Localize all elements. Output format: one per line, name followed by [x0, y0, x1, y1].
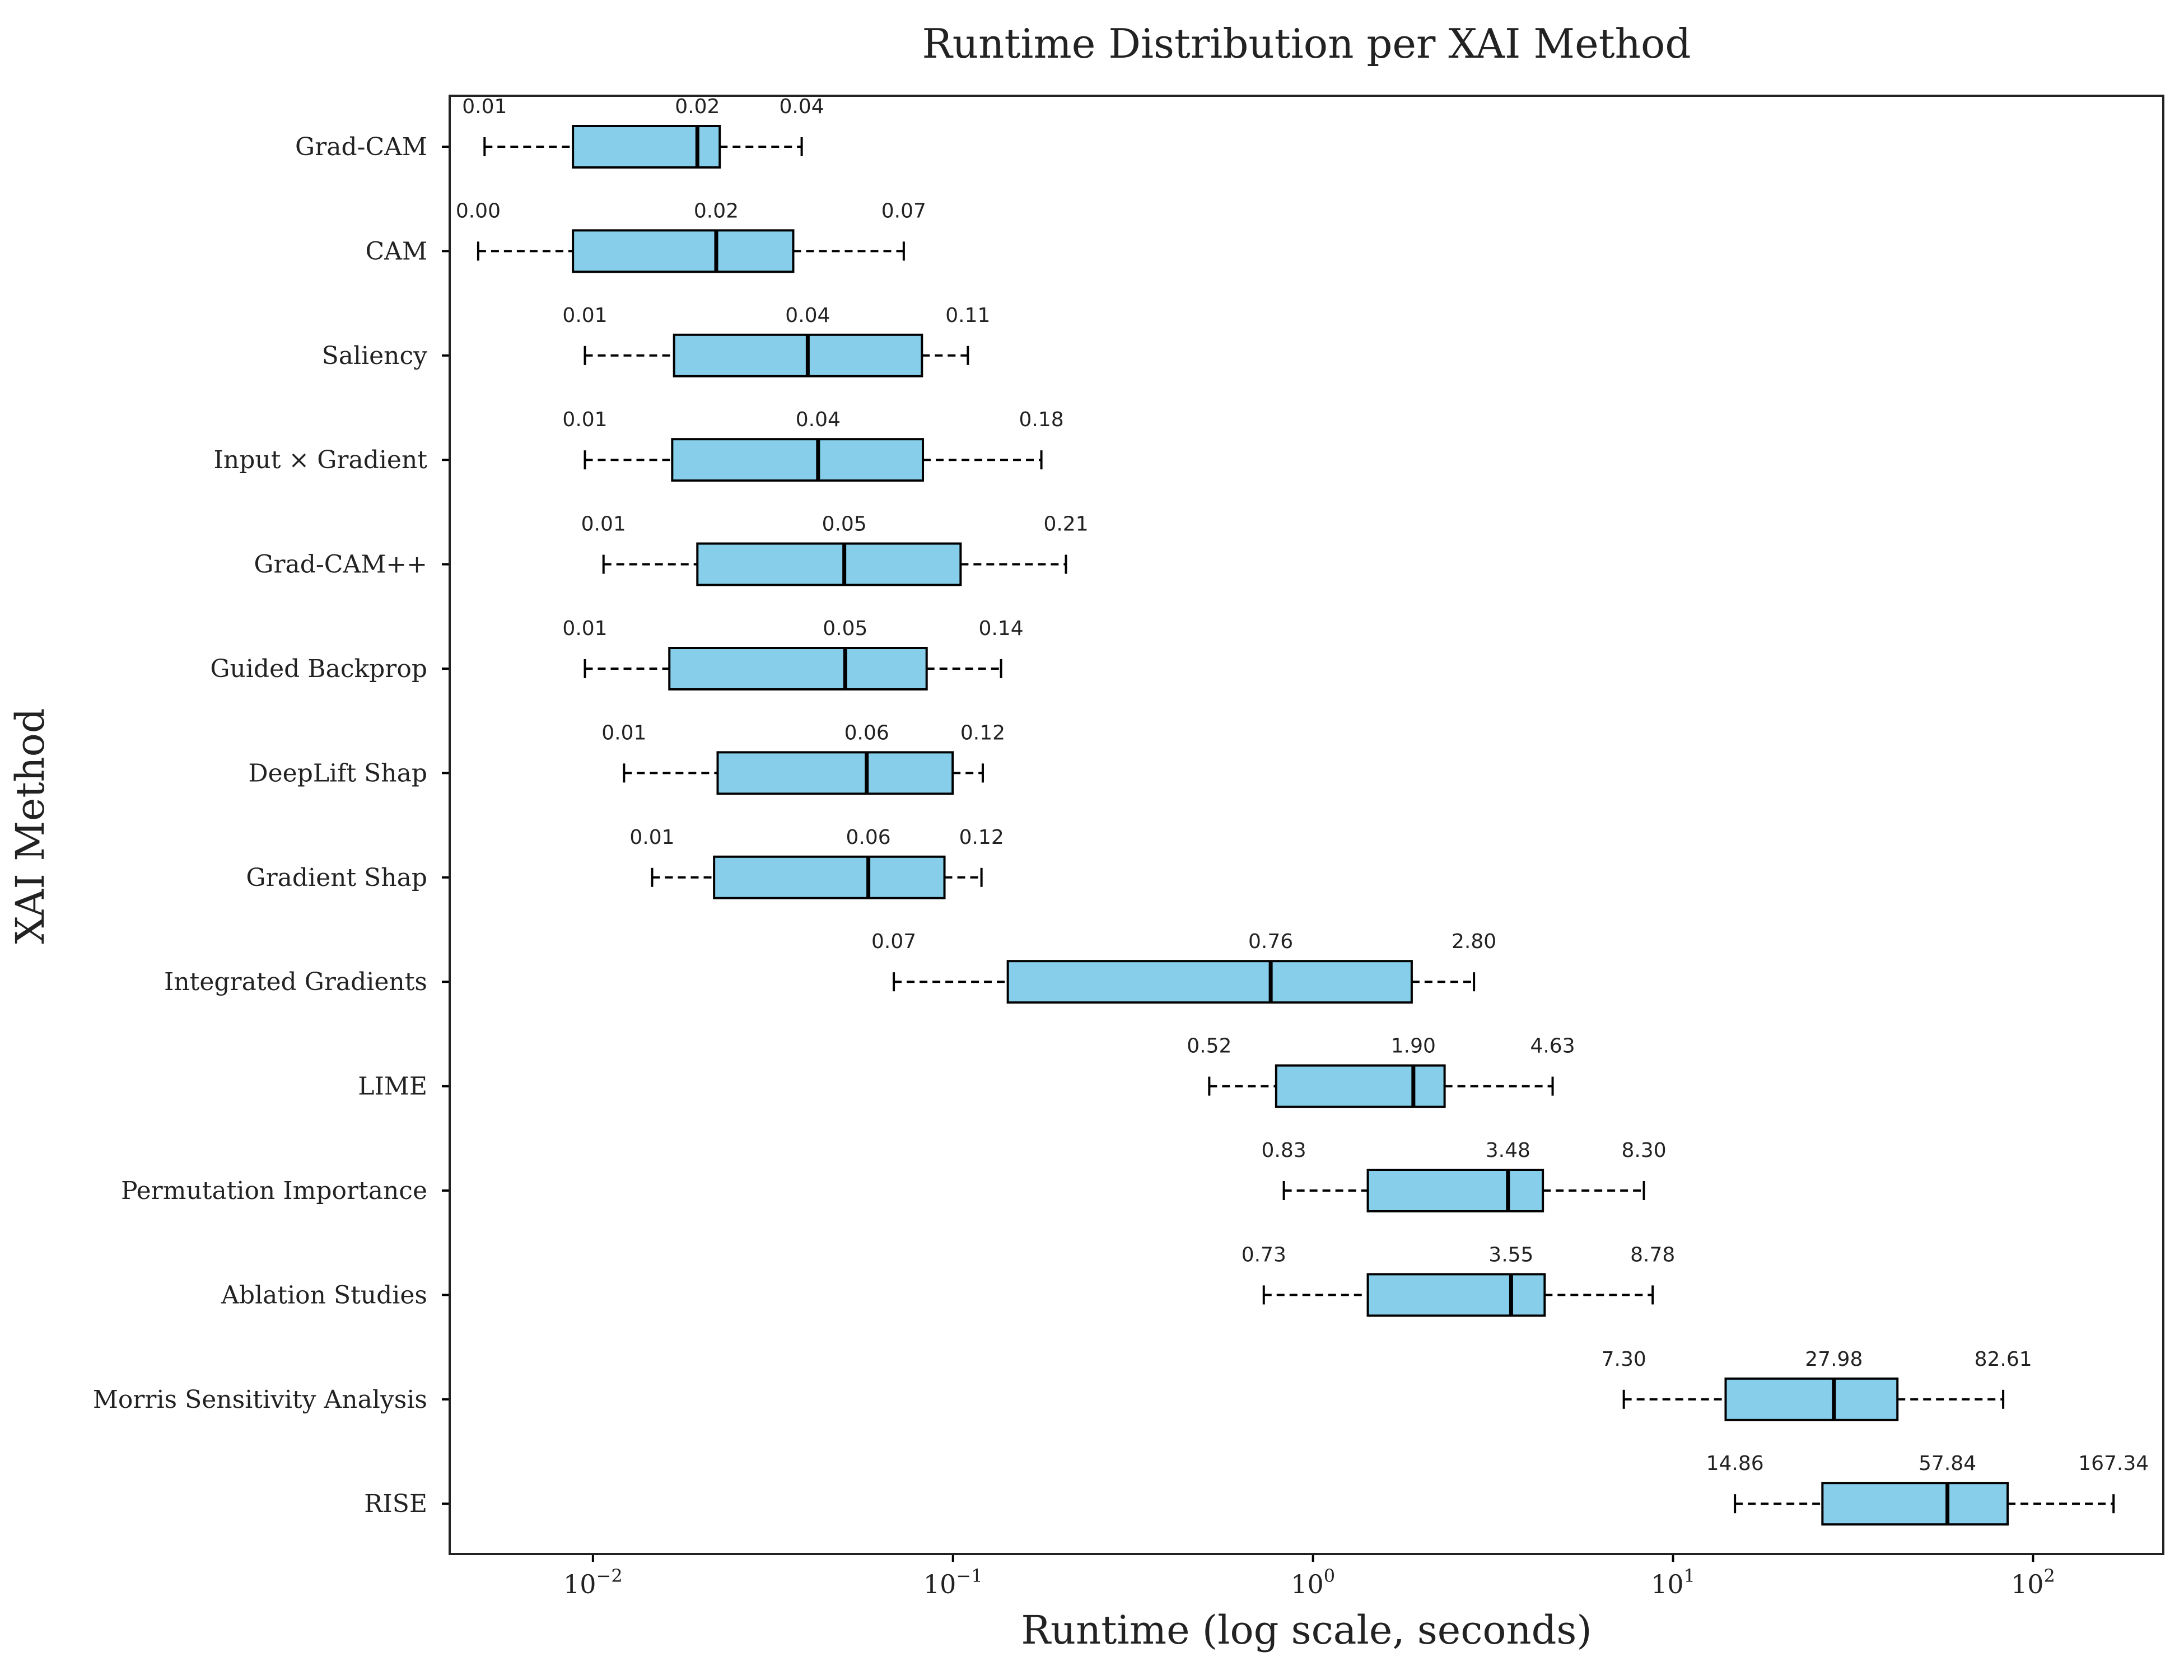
iqr-box: [713, 855, 946, 899]
x-tick-base: 10: [923, 1569, 956, 1599]
max-value-label: 0.11: [945, 304, 990, 327]
iqr-box: [1724, 1377, 1899, 1421]
iqr-box: [696, 542, 962, 586]
median-value-label: 0.05: [822, 513, 867, 536]
iqr-box: [668, 647, 928, 690]
min-value-label: 0.01: [562, 304, 607, 327]
max-value-label: 8.78: [1630, 1243, 1675, 1266]
median-value-label: 3.55: [1488, 1243, 1533, 1266]
min-value-label: 0.52: [1187, 1035, 1231, 1058]
min-value-label: 0.73: [1242, 1243, 1286, 1266]
iqr-box: [1821, 1482, 2009, 1526]
max-value-label: 0.21: [1043, 513, 1088, 536]
x-tick-base: 10: [1651, 1569, 1684, 1599]
median-value-label: 0.76: [1248, 930, 1293, 953]
x-tick-label: 10−2: [563, 1565, 623, 1599]
x-tick-base: 10: [2011, 1569, 2044, 1599]
median-value-label: 0.02: [694, 199, 739, 222]
iqr-box: [1006, 960, 1413, 1004]
median-value-label: 1.90: [1391, 1035, 1436, 1058]
x-tick-exponent: −1: [956, 1565, 982, 1586]
min-value-label: 0.01: [562, 617, 607, 640]
method-label: Guided Backprop: [210, 655, 427, 683]
median-value-label: 0.04: [785, 304, 830, 327]
max-value-label: 0.07: [881, 199, 926, 222]
max-value-label: 2.80: [1452, 930, 1496, 953]
plot-frame: [449, 95, 2164, 1555]
x-tick-label: 102: [2011, 1565, 2055, 1599]
median-value-label: 0.06: [844, 721, 889, 744]
max-value-label: 4.63: [1530, 1035, 1575, 1058]
method-label: Input × Gradient: [214, 446, 428, 474]
min-value-label: 0.83: [1262, 1139, 1306, 1162]
median-value-label: 0.05: [823, 617, 867, 640]
method-label: Morris Sensitivity Analysis: [93, 1385, 427, 1414]
iqr-box: [572, 125, 721, 169]
x-tick-exponent: 2: [2044, 1565, 2055, 1586]
method-label: Gradient Shap: [246, 864, 427, 892]
x-tick-base: 10: [1291, 1569, 1324, 1599]
min-value-label: 0.01: [562, 408, 607, 431]
x-tick-label: 101: [1651, 1565, 1695, 1599]
method-label: Saliency: [322, 342, 428, 370]
median-value-label: 57.84: [1919, 1452, 1976, 1475]
min-value-label: 14.86: [1706, 1452, 1764, 1475]
iqr-box: [673, 333, 923, 377]
x-tick-exponent: −2: [596, 1565, 623, 1586]
method-label: DeepLift Shap: [248, 759, 427, 787]
median-value-label: 0.06: [846, 826, 891, 849]
max-value-label: 0.04: [780, 95, 824, 118]
method-label: Grad-CAM++: [254, 550, 427, 579]
iqr-box: [716, 751, 954, 795]
max-value-label: 0.18: [1019, 408, 1064, 431]
x-tick-label: 10−1: [923, 1565, 983, 1599]
y-axis-label: XAI Method: [7, 708, 53, 944]
method-label: Grad-CAM: [295, 133, 427, 161]
max-value-label: 0.14: [979, 617, 1024, 640]
method-label: Permutation Importance: [121, 1177, 427, 1205]
method-label: RISE: [364, 1490, 427, 1518]
iqr-box: [572, 229, 795, 273]
min-value-label: 0.01: [581, 513, 626, 536]
method-label: CAM: [366, 237, 428, 265]
median-value-label: 27.98: [1805, 1348, 1863, 1371]
x-tick-exponent: 1: [1684, 1565, 1695, 1586]
max-value-label: 8.30: [1621, 1139, 1666, 1162]
min-value-label: 0.01: [601, 721, 646, 744]
max-value-label: 0.12: [960, 721, 1005, 744]
iqr-box: [1275, 1064, 1446, 1108]
min-value-label: 0.01: [629, 826, 674, 849]
iqr-box: [1366, 1273, 1546, 1317]
max-value-label: 0.12: [959, 826, 1004, 849]
min-value-label: 0.00: [456, 199, 501, 222]
method-label: Integrated Gradients: [164, 968, 427, 996]
min-value-label: 7.30: [1602, 1348, 1646, 1371]
x-tick-base: 10: [563, 1569, 596, 1599]
x-tick-label: 100: [1291, 1565, 1335, 1599]
x-axis-label: Runtime (log scale, seconds): [1021, 1607, 1592, 1653]
method-label: Ablation Studies: [221, 1281, 427, 1309]
min-value-label: 0.07: [871, 930, 916, 953]
max-value-label: 82.61: [1975, 1348, 2032, 1371]
iqr-box: [1366, 1169, 1544, 1212]
x-tick-exponent: 0: [1324, 1565, 1335, 1586]
method-label: LIME: [358, 1072, 427, 1101]
median-value-label: 3.48: [1486, 1139, 1530, 1162]
min-value-label: 0.01: [462, 95, 507, 118]
median-value-label: 0.04: [796, 408, 841, 431]
iqr-box: [671, 438, 925, 482]
median-value-label: 0.02: [675, 95, 720, 118]
max-value-label: 167.34: [2078, 1452, 2149, 1475]
chart-title: Runtime Distribution per XAI Method: [922, 20, 1691, 67]
